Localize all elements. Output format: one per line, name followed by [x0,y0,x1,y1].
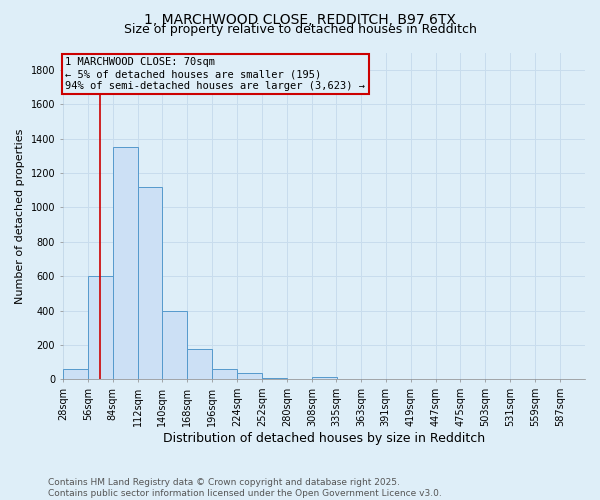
Bar [113,147,137,380]
Bar [88,276,113,380]
X-axis label: Distribution of detached houses by size in Redditch: Distribution of detached houses by size … [163,432,485,445]
Bar [237,374,262,380]
Bar [212,369,237,380]
Bar [312,376,337,380]
Bar [63,369,88,380]
Text: 1 MARCHWOOD CLOSE: 70sqm
← 5% of detached houses are smaller (195)
94% of semi-d: 1 MARCHWOOD CLOSE: 70sqm ← 5% of detache… [65,58,365,90]
Bar [262,378,287,380]
Bar [163,310,187,380]
Text: Contains HM Land Registry data © Crown copyright and database right 2025.
Contai: Contains HM Land Registry data © Crown c… [48,478,442,498]
Text: 1, MARCHWOOD CLOSE, REDDITCH, B97 6TX: 1, MARCHWOOD CLOSE, REDDITCH, B97 6TX [144,12,456,26]
Text: Size of property relative to detached houses in Redditch: Size of property relative to detached ho… [124,22,476,36]
Bar [137,186,163,380]
Bar [187,349,212,380]
Y-axis label: Number of detached properties: Number of detached properties [15,128,25,304]
